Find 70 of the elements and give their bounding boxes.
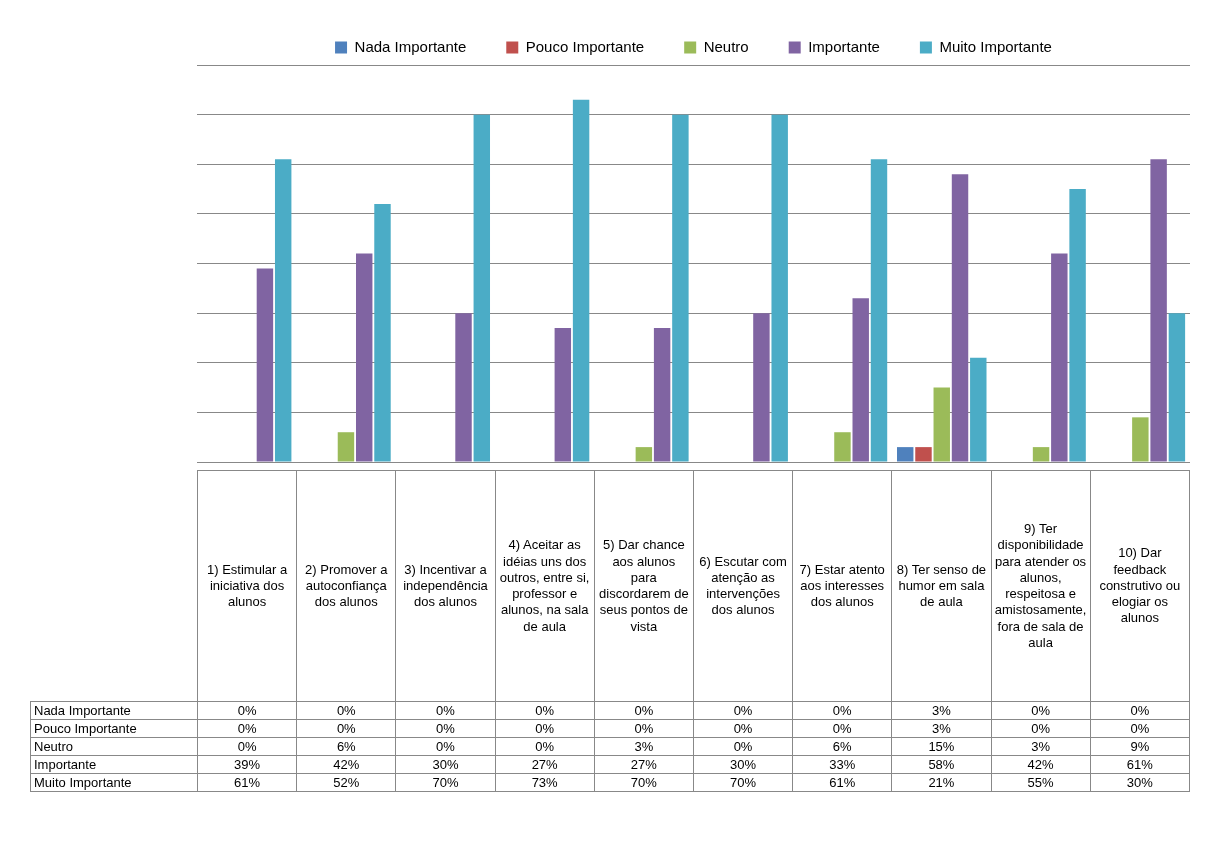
data-label: 70%	[594, 773, 694, 792]
x-tick-label: 9) Ter disponibilidade para atender os alunos, respeitosa e amistosamente, fora de sala de aula	[991, 470, 1091, 702]
data-label: 0%	[693, 701, 793, 720]
data-label: 30%	[1090, 773, 1190, 792]
x-tick-label: 5) Dar chance aos alunos para discordarem de seus pontos de vista	[594, 470, 694, 702]
data-label: 30%	[693, 755, 793, 774]
legend-label: Neutro	[703, 37, 749, 55]
x-tick-label: 7) Estar atento aos interesses dos alunos	[792, 470, 892, 702]
data-label: 0%	[792, 719, 892, 738]
data-label: 27%	[594, 755, 694, 774]
legend-label: Importante	[808, 37, 880, 55]
data-label: 3%	[594, 737, 694, 756]
text: Muito Importante	[34, 775, 132, 790]
x-tick-label: 1) Estimular a iniciativa dos alunos	[197, 470, 297, 702]
legend-label: Muito Importante	[939, 37, 1052, 55]
x-tick-label: 6) Escutar com atenção as intervenções dos alunos	[693, 470, 793, 702]
data-label: 0%	[197, 719, 297, 738]
data-label: 3%	[891, 701, 991, 720]
data-label: 70%	[693, 773, 793, 792]
data-label: 70%	[395, 773, 496, 792]
data-label: 30%	[395, 755, 496, 774]
data-label: 3%	[891, 719, 991, 738]
data-label: 0%	[594, 701, 694, 720]
data-label: 0%	[395, 701, 496, 720]
text: Pouco Importante	[34, 721, 137, 736]
data-label: 0%	[693, 719, 793, 738]
data-label: 3%	[991, 737, 1091, 756]
x-tick-label: 2) Promover a autoconfiança dos alunos	[296, 470, 396, 702]
data-label: 0%	[395, 719, 496, 738]
data-label: 0%	[991, 701, 1091, 720]
data-label: 0%	[197, 737, 297, 756]
legend-label: Pouco Importante	[525, 37, 645, 55]
data-label: 15%	[891, 737, 991, 756]
data-label: 0%	[495, 719, 595, 738]
text: Nada Importante	[34, 703, 131, 718]
data-label: 0%	[197, 701, 297, 720]
data-label: 6%	[792, 737, 892, 756]
data-label: 27%	[495, 755, 595, 774]
data-label: 0%	[1090, 719, 1190, 738]
text: Importante	[34, 757, 97, 772]
data-label: 0%	[991, 719, 1091, 738]
data-label: 61%	[1090, 755, 1190, 774]
data-label: 0%	[693, 737, 793, 756]
data-label: 61%	[197, 773, 297, 792]
data-label: 42%	[991, 755, 1091, 774]
data-label: 0%	[495, 737, 595, 756]
x-tick-label: 8) Ter senso de humor em sala de aula	[891, 470, 991, 702]
data-label: 58%	[891, 755, 991, 774]
data-label: 21%	[891, 773, 991, 792]
data-label: 0%	[495, 701, 595, 720]
data-label: 61%	[792, 773, 892, 792]
data-label: 6%	[296, 737, 396, 756]
data-label: 39%	[197, 755, 297, 774]
data-label: 33%	[792, 755, 892, 774]
legend-label: Nada Importante	[354, 37, 467, 55]
data-label: 52%	[296, 773, 396, 792]
data-label: 55%	[991, 773, 1091, 792]
data-label: 42%	[296, 755, 396, 774]
data-label: 0%	[792, 701, 892, 720]
data-label: 0%	[395, 737, 496, 756]
x-tick-label: 4) Aceitar as idéias uns dos outros, entre si, professor e alunos, na sala de aula	[495, 470, 595, 702]
data-label: 0%	[296, 719, 396, 738]
text: Neutro	[34, 739, 74, 754]
data-label: 0%	[296, 701, 396, 720]
x-tick-label: 3) Incentivar a independência dos alunos	[395, 470, 496, 702]
x-tick-label: 10) Dar feedback construtivo ou elogiar os alunos	[1090, 470, 1190, 702]
data-label: 73%	[495, 773, 595, 792]
data-label: 0%	[1090, 701, 1190, 720]
data-label: 9%	[1090, 737, 1190, 756]
data-label: 0%	[594, 719, 694, 738]
